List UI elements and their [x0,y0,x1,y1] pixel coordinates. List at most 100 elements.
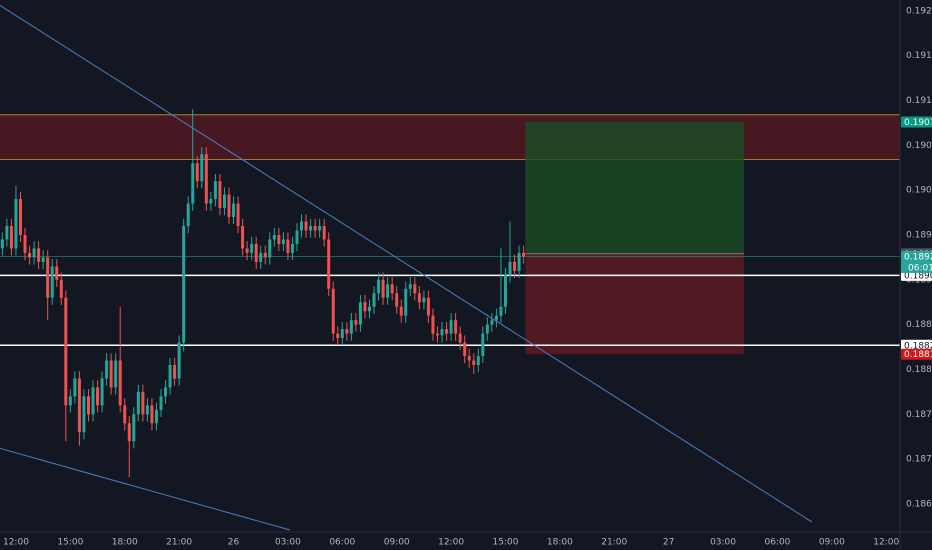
candle-body [435,333,439,336]
y-tick-label: 0.19200 [906,6,932,16]
trendline [0,447,291,531]
candle-body [218,181,222,209]
price-label-box [901,116,932,128]
candle-body [354,320,358,325]
candle-body [9,225,13,249]
candle-body [458,333,462,343]
price-label-box [901,339,932,351]
y-tick-label: 0.19050 [906,141,932,151]
candle-body [472,360,476,365]
candle-body [150,405,154,424]
candle-body [522,252,526,257]
candle-body [46,257,50,298]
candle-body [123,405,127,424]
candle-body [168,364,172,388]
x-tick-label: 12:00 [438,538,464,548]
candle-body [372,293,376,307]
price-label: 0.18905 [904,271,932,281]
candle-body [445,329,449,334]
candle-body [91,387,95,415]
candle-body [499,306,503,316]
candle-body [55,266,59,280]
candle-body [422,297,426,303]
candle-body [77,378,81,433]
price-label: 0.19076 [904,118,932,128]
candle-body [490,320,494,325]
candle-body [395,293,399,307]
candle-body [209,199,213,204]
candle-body [386,284,390,298]
candle-body [426,297,430,316]
candle-body [236,203,240,226]
candle-body [37,248,41,262]
candle-body [173,364,177,379]
candle-body [263,252,267,258]
candle-body [481,333,485,357]
x-tick-label: 26 [228,538,240,548]
candle-body [304,221,308,231]
y-tick-label: 0.18700 [906,455,932,465]
candle-body [50,266,54,298]
candle-body [18,199,22,235]
candle-body [277,234,281,244]
plot-area [0,4,900,531]
candle-body [404,288,408,316]
candle-body [340,329,344,339]
candle-body [327,239,331,289]
candle-body [336,333,340,339]
candle-body [32,248,36,258]
candle-body [467,356,471,361]
y-tick-label: 0.18750 [906,410,932,420]
price-label-box [901,348,932,360]
candle-body [182,225,186,343]
x-tick-label: 15:00 [57,538,83,548]
candle-body [399,306,403,316]
candle-body [132,414,136,442]
candle-body [250,243,254,253]
candle-body [268,239,272,258]
candle-body [118,360,122,406]
candle-body [300,221,304,231]
candle-body [164,387,168,397]
candle-body [295,230,299,244]
candle-body [513,261,517,271]
x-tick-label: 21:00 [166,538,192,548]
candle-body [413,284,417,294]
candle-body [272,234,276,240]
candle-body [141,391,145,415]
candle-body [100,378,104,406]
candle-body [463,342,467,357]
candle-body [154,409,158,424]
candle-body [145,405,149,415]
x-tick-label: 03:00 [275,538,301,548]
candle-body [286,239,290,253]
candle-body [96,387,100,406]
candle-body [64,297,68,406]
price-label: 0.18817 [904,350,932,360]
candle-body [186,203,190,226]
candle-body [517,252,521,271]
candle-body [136,391,140,415]
candle-body [86,396,90,415]
y-tick-label: 0.19150 [906,51,932,61]
candle-body [59,279,63,298]
candle-body [5,225,9,240]
candle-body [381,279,385,298]
x-tick-label: 18:00 [112,538,138,548]
candle-body [322,225,326,240]
candle-body [41,257,45,262]
candle-body [476,356,480,365]
candle-body [195,163,199,182]
x-tick-label: 12:00 [873,538,899,548]
candle-body [73,378,77,397]
candle-body [417,293,421,303]
countdown: 06:01 [908,263,932,273]
y-tick-label: 0.18950 [906,230,932,240]
candle-body [494,315,498,321]
y-tick-label: 0.19000 [906,186,932,196]
x-tick-label: 18:00 [547,538,573,548]
x-tick-label: 12:00 [3,538,29,548]
candle-body [431,315,435,334]
